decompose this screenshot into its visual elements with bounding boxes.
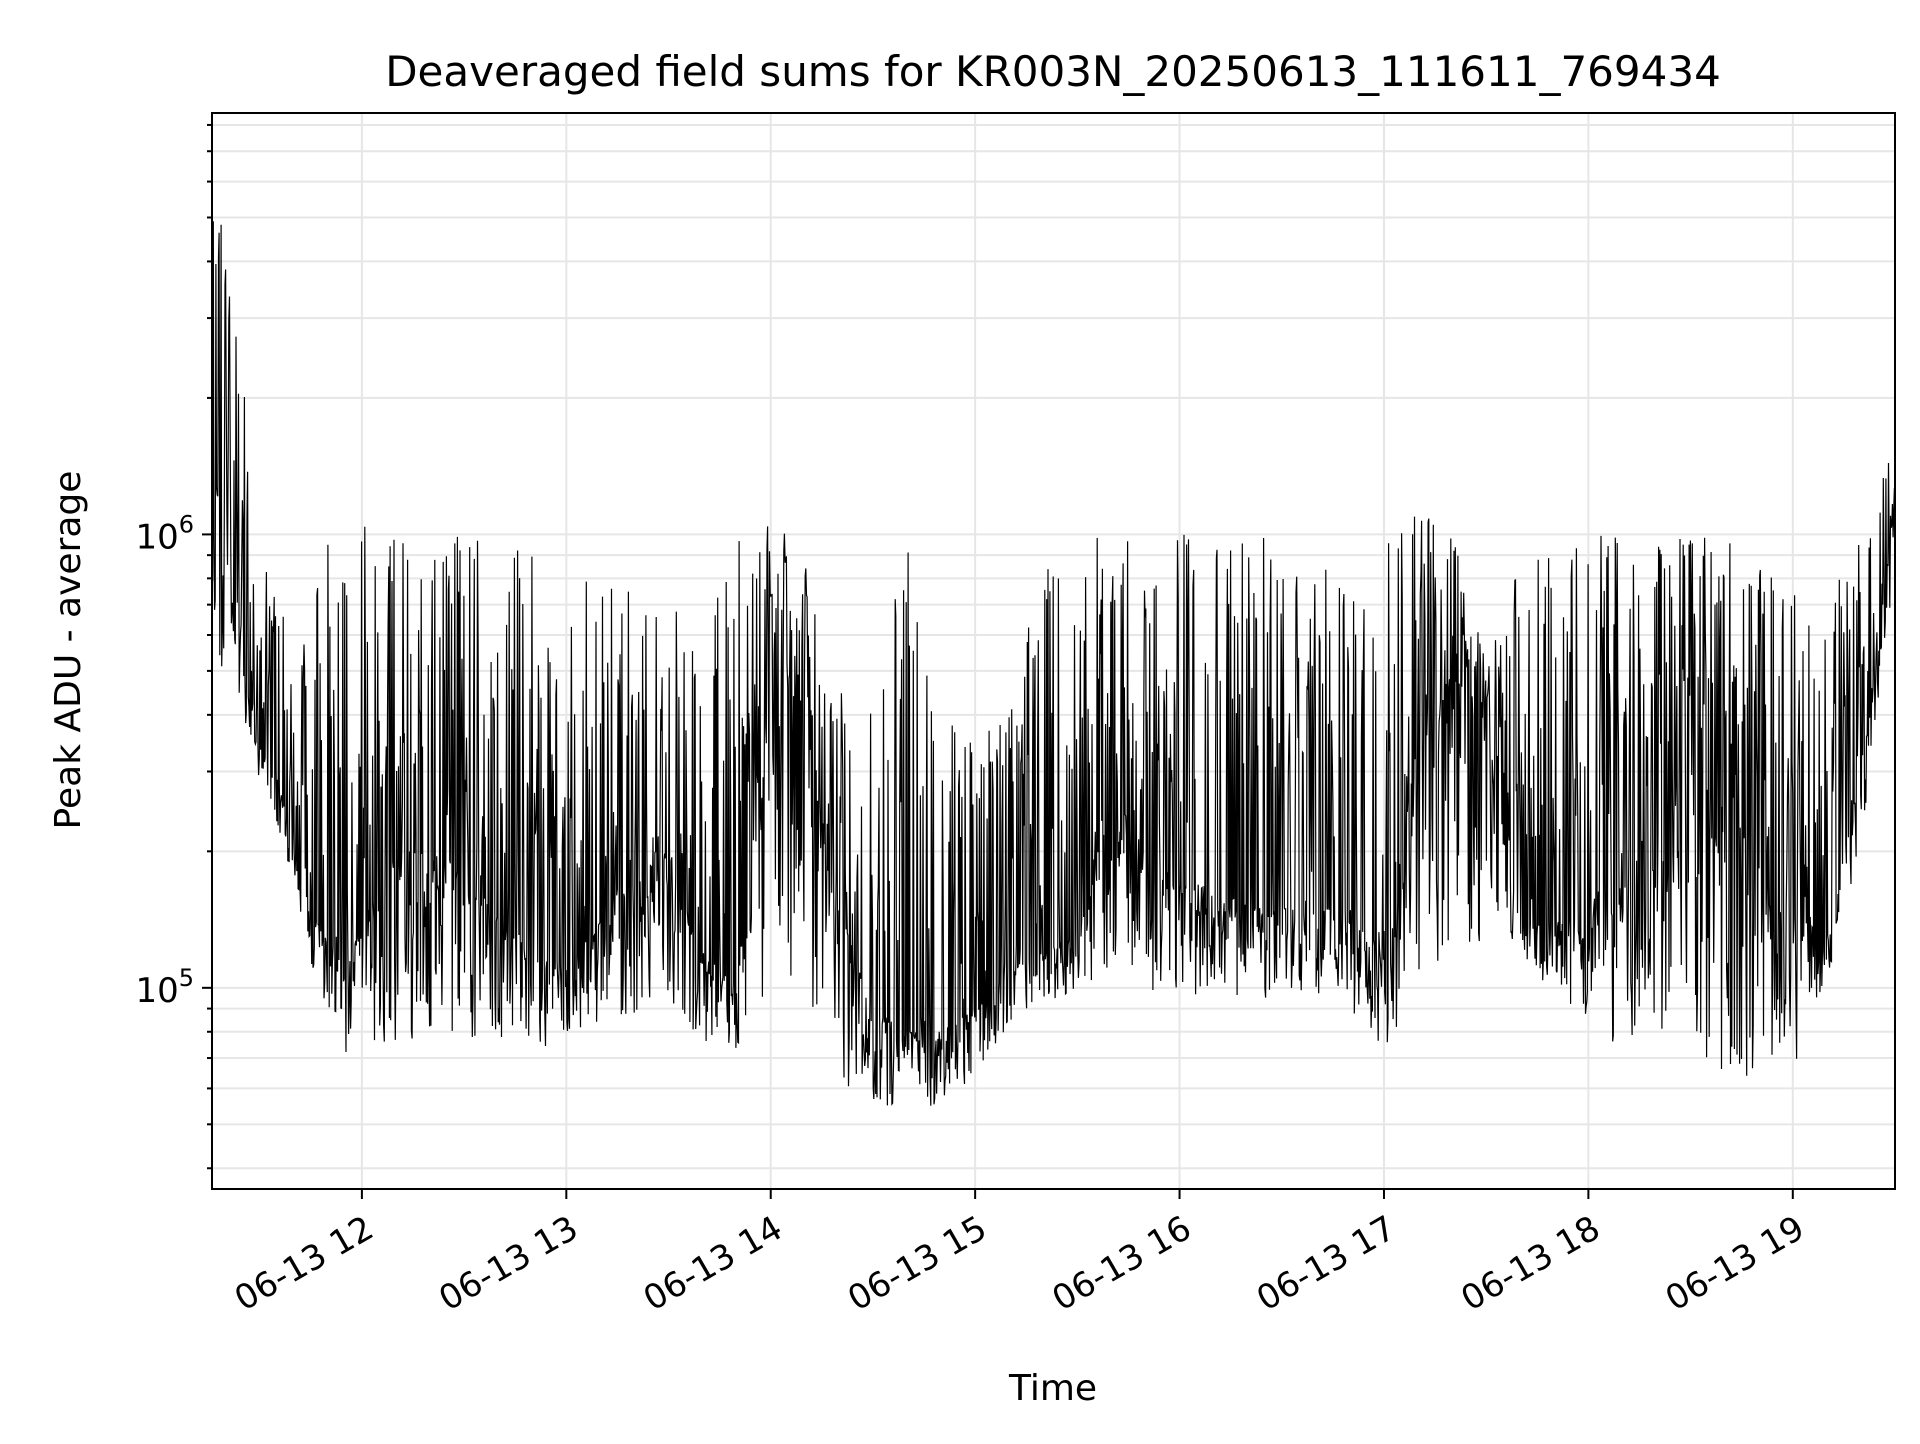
series-line	[212, 221, 1895, 1106]
x-axis-label: Time	[1008, 1368, 1097, 1409]
y-tick-label: 106	[135, 510, 194, 557]
y-tick-label: 105	[135, 964, 194, 1011]
data-series	[212, 221, 1895, 1106]
chart-title: Deaveraged field sums for KR003N_2025061…	[385, 47, 1721, 96]
plot-frame	[211, 112, 1896, 1190]
y-axis-label: Peak ADU - average	[48, 471, 89, 830]
